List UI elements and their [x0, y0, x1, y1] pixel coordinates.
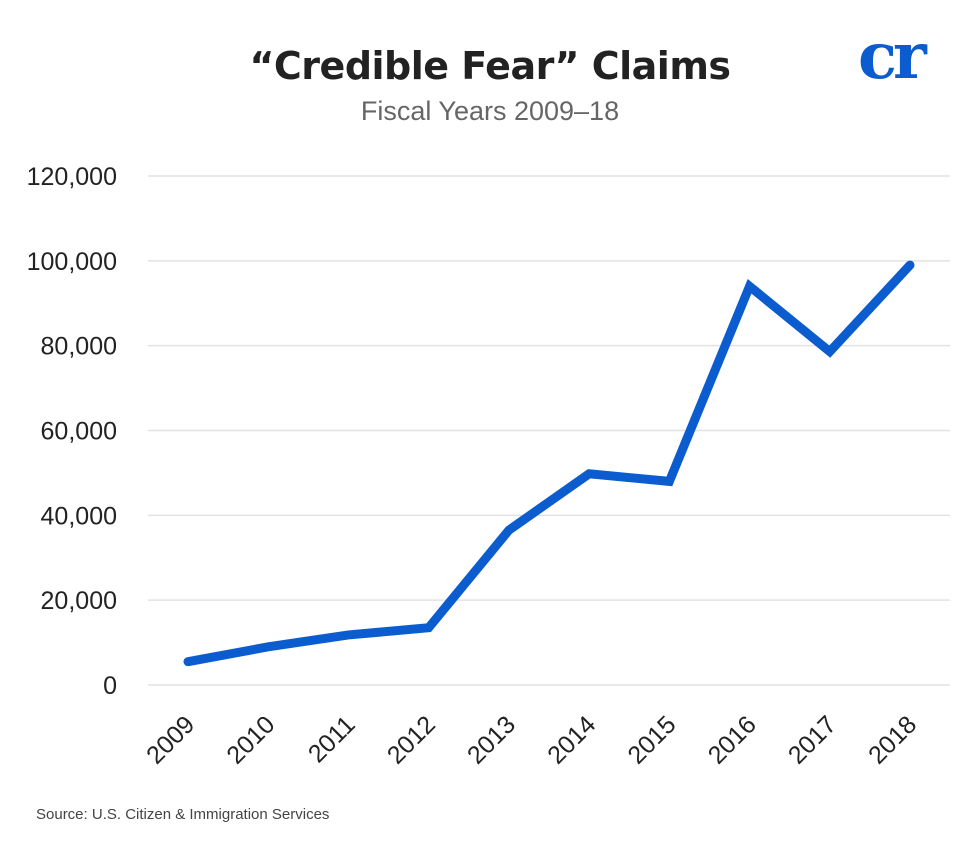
y-tick-label-6: 120,000 — [27, 163, 117, 191]
y-tick-label-2: 40,000 — [41, 502, 117, 530]
series-line-0 — [183, 260, 915, 667]
x-tick-label-6: 2015 — [622, 710, 681, 769]
x-tick-label-7: 2016 — [703, 710, 762, 769]
x-tick-label-0: 2009 — [141, 710, 200, 769]
x-tick-label-1: 2010 — [221, 710, 280, 769]
y-tick-label-0: 0 — [103, 672, 117, 700]
chart-title: “Credible Fear” Claims — [249, 44, 731, 88]
y-tick-label-1: 20,000 — [41, 587, 117, 615]
y-tick-label-5: 100,000 — [27, 248, 117, 276]
x-tick-label-9: 2018 — [863, 710, 922, 769]
x-tick-label-8: 2017 — [783, 710, 842, 769]
logo-text: cr — [858, 24, 928, 86]
source-note: Source: U.S. Citizen & Immigration Servi… — [36, 806, 330, 823]
y-tick-label-4: 80,000 — [41, 333, 117, 361]
cr-logo: cr — [858, 24, 932, 86]
chart-subtitle: Fiscal Years 2009–18 — [360, 96, 620, 126]
x-tick-label-5: 2014 — [542, 710, 601, 769]
x-tick-label-3: 2012 — [382, 710, 441, 769]
y-tick-label-3: 60,000 — [41, 418, 117, 446]
x-tick-label-4: 2013 — [462, 710, 521, 769]
x-tick-label-2: 2011 — [303, 710, 361, 768]
